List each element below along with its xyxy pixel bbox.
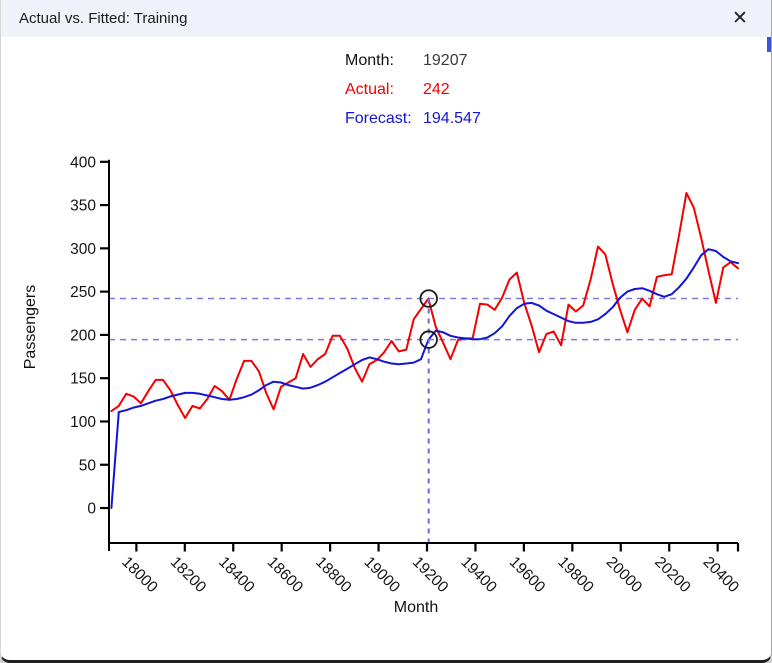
x-tick-label: 20200	[651, 554, 694, 597]
x-tick-label: 20000	[603, 554, 646, 597]
close-button[interactable]: ✕	[717, 0, 763, 36]
forecast-label: Forecast:	[345, 110, 412, 127]
y-tick-label: 400	[70, 154, 96, 171]
y-tick-label: 300	[70, 241, 96, 258]
readout-actual-row: Actual: 242	[345, 81, 481, 110]
actual-label: Actual:	[345, 81, 394, 98]
x-tick-label: 19600	[506, 554, 549, 597]
y-tick-label: 0	[87, 501, 96, 518]
month-label: Month:	[345, 52, 394, 69]
right-edge-accent	[767, 37, 771, 52]
x-tick-label: 19200	[409, 554, 452, 597]
month-value: 19207	[423, 52, 468, 69]
x-tick-label: 18800	[312, 554, 355, 597]
y-tick-label: 100	[70, 414, 96, 431]
x-tick-label: 18000	[118, 554, 161, 597]
x-tick-label: 19400	[457, 554, 500, 597]
y-tick-label: 250	[70, 284, 96, 301]
x-tick-label: 20400	[700, 554, 743, 597]
forecast-value: 194.547	[423, 110, 481, 127]
actual-point-marker[interactable]	[419, 289, 438, 308]
actual-series-line[interactable]	[110, 192, 739, 419]
forecast-series-line[interactable]	[110, 248, 739, 509]
x-tick-label: 18400	[215, 554, 258, 597]
y-tick-label: 200	[70, 327, 96, 344]
title-bar[interactable]: Actual vs. Fitted: Training ✕	[1, 0, 771, 37]
readout-month-row: Month: 19207	[345, 52, 481, 81]
readout-forecast-row: Forecast: 194.547	[345, 110, 481, 139]
y-tick-label: 50	[79, 457, 97, 474]
x-tick-label: 19000	[361, 554, 404, 597]
close-icon: ✕	[732, 7, 748, 29]
y-tick-label: 350	[70, 198, 96, 215]
forecast-point-marker[interactable]	[419, 330, 438, 349]
x-tick-label: 18600	[264, 554, 307, 597]
actual-value: 242	[423, 81, 450, 98]
x-tick-label: 18200	[167, 554, 210, 597]
y-tick-label: 150	[70, 371, 96, 388]
crosshair-readout: Month: 19207 Actual: 242 Forecast: 194.5…	[345, 52, 481, 139]
x-axis-title: Month	[393, 599, 439, 616]
window-title: Actual vs. Fitted: Training	[19, 10, 188, 27]
x-tick-label: 19800	[554, 554, 597, 597]
